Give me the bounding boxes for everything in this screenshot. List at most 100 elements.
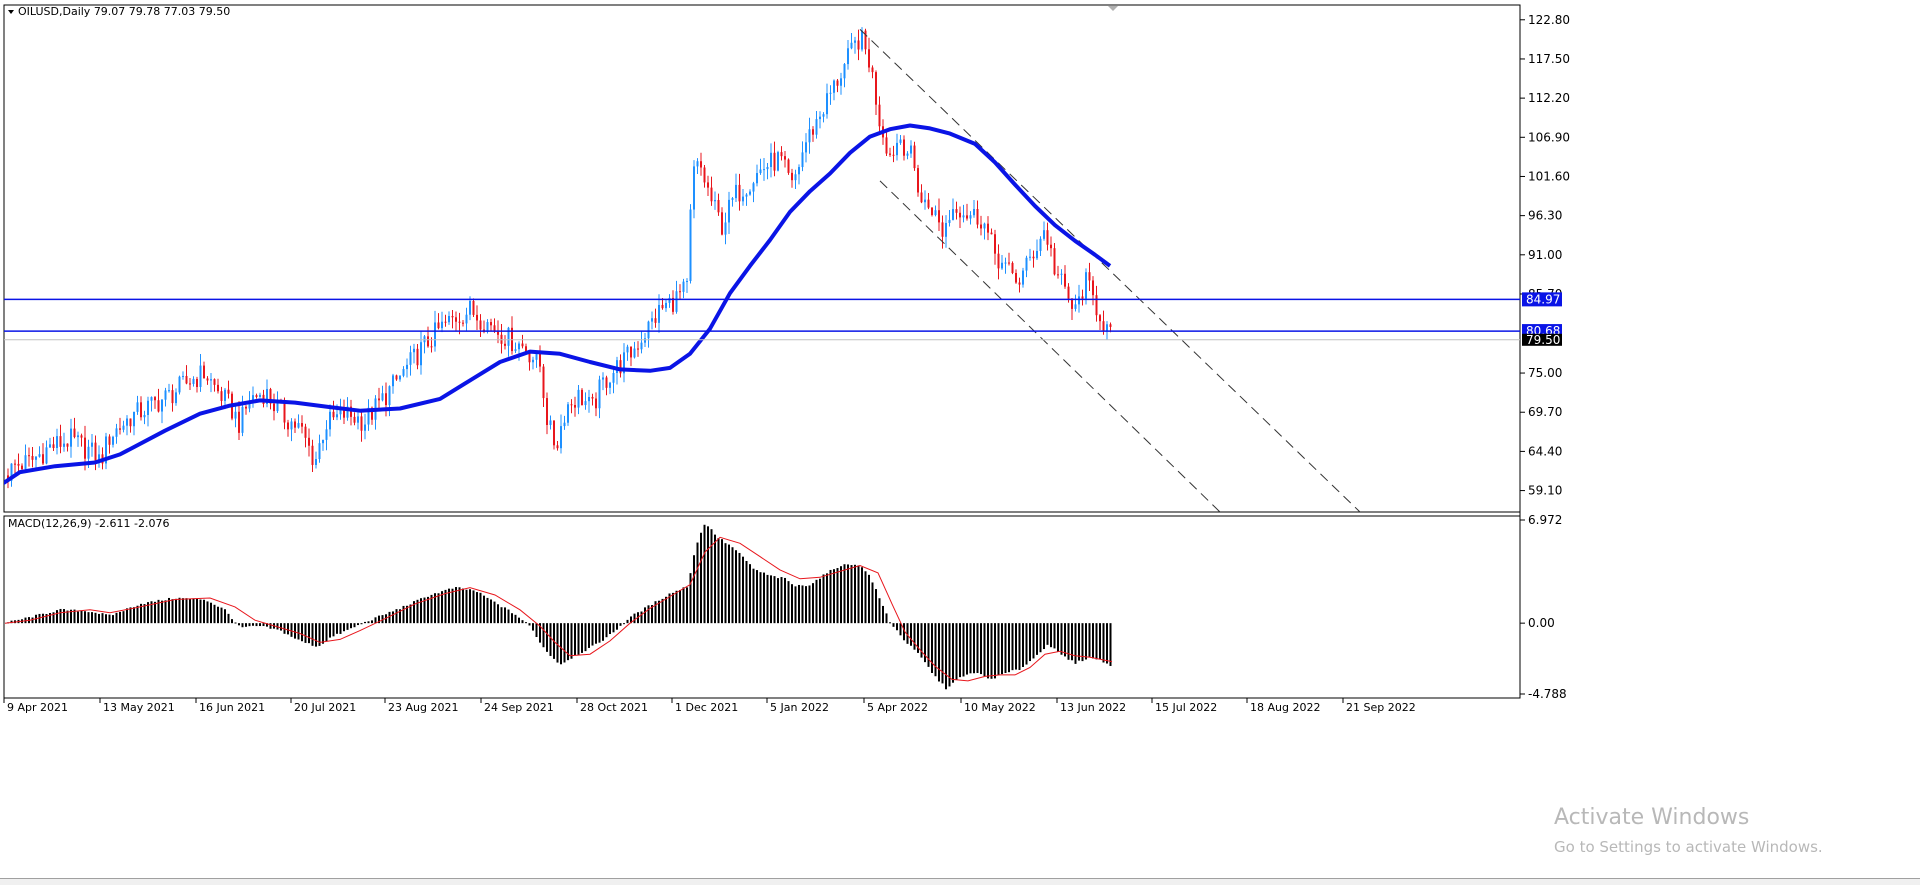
bear-candle <box>94 442 97 464</box>
bear-candle <box>196 378 198 388</box>
bull-candle <box>808 129 811 143</box>
shift-marker-icon[interactable] <box>1108 6 1118 11</box>
bull-candle <box>763 169 765 171</box>
macd-histogram-bar <box>290 623 293 637</box>
bull-candle <box>640 342 643 350</box>
bear-candle <box>353 416 356 423</box>
macd-histogram-bar <box>770 575 772 624</box>
macd-histogram-bar <box>511 613 513 624</box>
bull-candle <box>675 291 678 312</box>
symbol-dropdown-icon[interactable] <box>8 10 14 14</box>
macd-histogram-bar <box>374 617 377 624</box>
bear-candle <box>59 436 62 447</box>
macd-histogram-bar <box>843 564 846 624</box>
bull-candle <box>182 375 184 377</box>
bull-candle <box>686 280 688 282</box>
bull-candle <box>567 404 569 423</box>
macd-histogram-bar <box>486 597 489 624</box>
macd-histogram-bar <box>161 600 163 624</box>
bear-candle <box>885 137 888 154</box>
bear-candle <box>119 428 121 430</box>
bear-candle <box>490 322 492 326</box>
bear-candle <box>917 168 919 193</box>
macd-histogram-bar <box>791 584 793 624</box>
macd-histogram-bar <box>777 578 779 624</box>
macd-histogram-bar <box>794 586 797 624</box>
bear-candle <box>892 154 895 156</box>
macd-histogram-bar <box>850 565 853 624</box>
bull-candle <box>126 418 128 426</box>
macd-signal-line[interactable] <box>4 536 1113 682</box>
macd-histogram-bar <box>1018 623 1021 670</box>
macd-histogram-bar <box>1074 623 1077 664</box>
macd-histogram-bar <box>560 623 562 665</box>
macd-histogram-bar <box>854 564 856 624</box>
bear-candle <box>203 365 205 379</box>
macd-histogram-bar <box>864 571 867 624</box>
macd-histogram-bar <box>255 623 258 627</box>
macd-histogram-bar <box>563 623 566 663</box>
bull-candle <box>315 459 317 465</box>
macd-histogram-bar <box>1106 623 1108 664</box>
macd-histogram-bar <box>717 538 720 624</box>
macd-histogram-bar <box>339 623 342 634</box>
macd-histogram-bar <box>259 623 261 627</box>
macd-histogram-bar <box>1046 623 1049 645</box>
macd-histogram-bar <box>381 615 384 624</box>
macd-histogram-bar <box>882 605 884 624</box>
macd-histogram-bar <box>805 586 807 624</box>
bull-candle <box>388 386 391 406</box>
macd-histogram-bar <box>1029 623 1031 662</box>
macd-histogram-bar <box>84 611 86 624</box>
macd-plot-frame[interactable] <box>3 515 1521 699</box>
bear-candle <box>378 398 380 401</box>
bear-candle <box>920 192 923 203</box>
macd-histogram-bar <box>1085 623 1087 660</box>
macd-histogram-bar <box>756 570 758 624</box>
bear-candle <box>941 222 944 237</box>
time-tick-label: 24 Sep 2021 <box>484 701 554 714</box>
macd-histogram-bar <box>476 592 478 624</box>
macd-histogram-bar <box>336 623 338 634</box>
bear-candle <box>154 397 156 401</box>
macd-histogram-bar <box>80 610 83 624</box>
macd-histogram-bar <box>738 552 741 624</box>
channel-trendline[interactable] <box>859 29 1361 512</box>
macd-histogram-bar <box>129 607 132 624</box>
time-tick-label: 20 Jul 2021 <box>294 701 356 714</box>
macd-histogram-bar <box>878 598 881 624</box>
bull-candle <box>1085 272 1087 299</box>
bull-candle <box>486 322 489 332</box>
macd-histogram-bar <box>140 603 142 624</box>
bull-candle <box>133 411 135 427</box>
bull-candle <box>1039 238 1042 251</box>
moving-average-line[interactable] <box>0 123 1112 486</box>
macd-histogram-bar <box>45 614 48 624</box>
bull-candle <box>45 447 48 464</box>
main-plot-frame[interactable] <box>3 4 1521 513</box>
bear-candle <box>787 159 790 173</box>
bull-candle <box>122 425 125 430</box>
bear-candle <box>493 325 496 332</box>
macd-histogram-bar <box>836 568 839 624</box>
bull-candle <box>266 389 268 404</box>
bull-candle <box>105 436 107 464</box>
macd-histogram-bar <box>311 623 314 646</box>
bull-candle <box>1043 230 1045 239</box>
bull-candle <box>164 390 167 400</box>
bear-candle <box>427 336 429 347</box>
macd-histogram-bar <box>462 588 464 624</box>
macd-histogram-bar <box>815 579 818 624</box>
macd-histogram-bar <box>297 623 300 640</box>
bear-candle <box>546 398 548 425</box>
macd-histogram-bar <box>241 623 244 628</box>
bear-candle <box>595 398 597 409</box>
macd-histogram-bar <box>983 623 986 677</box>
time-tick-label: 15 Jul 2022 <box>1155 701 1217 714</box>
bull-candle <box>833 80 835 93</box>
macd-histogram-bar <box>798 584 800 624</box>
macd-histogram-bar <box>1078 623 1080 661</box>
chart-tabs-bar[interactable] <box>0 878 1920 885</box>
